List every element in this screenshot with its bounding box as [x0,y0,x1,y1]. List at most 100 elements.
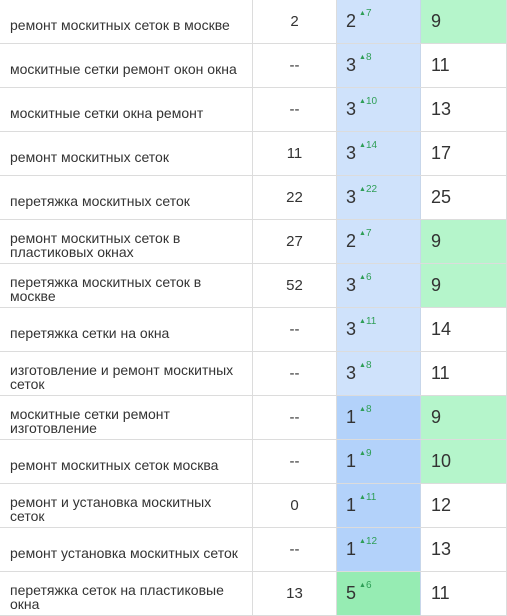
position-cell: 1 ▲11 [337,484,421,527]
previous-position-cell: 11 [421,352,507,395]
arrow-up-icon: ▲ [359,10,366,17]
position-cell: 3 ▲22 [337,176,421,219]
keyword-cell: ремонт и установка москитных сеток [0,484,253,527]
frequency-cell: 11 [253,132,337,175]
keyword-cell: перетяжка сетки на окна [0,308,253,351]
arrow-up-icon: ▲ [359,98,366,105]
position-change-value: 10 [365,96,378,107]
arrow-up-icon: ▲ [359,142,366,149]
position-change-value: 6 [365,580,372,591]
position-change: ▲7 [359,8,372,19]
keyword-cell: москитные сетки окна ремонт [0,88,253,131]
position-cell: 1 ▲9 [337,440,421,483]
position-change-value: 6 [365,272,372,283]
position-cell: 3 ▲6 [337,264,421,307]
position-value: 2 [346,231,357,251]
frequency-cell: -- [253,396,337,439]
position-change: ▲8 [359,52,372,63]
keyword-cell: ремонт москитных сеток москва [0,440,253,483]
table-row[interactable]: москитные сетки окна ремонт -- 3 ▲10 13 [0,88,507,132]
position-change: ▲9 [359,448,372,459]
previous-position-cell: 13 [421,528,507,571]
table-row[interactable]: перетяжка москитных сеток 22 3 ▲22 25 [0,176,507,220]
position-change-value: 14 [365,140,378,151]
keyword-cell: ремонт москитных сеток в пластиковых окн… [0,220,253,263]
table-row[interactable]: перетяжка сеток на пластиковые окна 13 5… [0,572,507,616]
position-value: 3 [346,99,357,119]
keyword-cell: ремонт установка москитных сеток [0,528,253,571]
table-row[interactable]: изготовление и ремонт москитных сеток --… [0,352,507,396]
position-value: 3 [346,55,357,75]
table-row[interactable]: москитные сетки ремонт изготовление -- 1… [0,396,507,440]
position-value: 1 [346,407,357,427]
frequency-cell: -- [253,88,337,131]
frequency-cell: 2 [253,0,337,43]
position-value: 3 [346,363,357,383]
position-change: ▲8 [359,404,372,415]
table-row[interactable]: ремонт москитных сеток в москве 2 2 ▲7 9 [0,0,507,44]
frequency-cell: -- [253,440,337,483]
previous-position-cell: 11 [421,572,507,615]
position-change-value: 8 [365,360,372,371]
position-cell: 3 ▲8 [337,352,421,395]
table-row[interactable]: ремонт москитных сеток в пластиковых окн… [0,220,507,264]
arrow-up-icon: ▲ [359,230,366,237]
position-cell: 1 ▲12 [337,528,421,571]
keyword-cell: перетяжка москитных сеток в москве [0,264,253,307]
arrow-up-icon: ▲ [359,186,366,193]
table-row[interactable]: ремонт и установка москитных сеток 0 1 ▲… [0,484,507,528]
arrow-up-icon: ▲ [359,450,366,457]
arrow-up-icon: ▲ [359,406,366,413]
position-value: 3 [346,187,357,207]
position-value: 3 [346,143,357,163]
frequency-cell: -- [253,44,337,87]
previous-position-cell: 14 [421,308,507,351]
keyword-cell: москитные сетки ремонт изготовление [0,396,253,439]
position-value: 1 [346,495,357,515]
frequency-cell: -- [253,352,337,395]
table-row[interactable]: перетяжка сетки на окна -- 3 ▲11 14 [0,308,507,352]
frequency-cell: -- [253,528,337,571]
table-row[interactable]: москитные сетки ремонт окон окна -- 3 ▲8… [0,44,507,88]
position-change-value: 22 [365,184,378,195]
frequency-cell: -- [253,308,337,351]
frequency-cell: 13 [253,572,337,615]
position-change-value: 7 [365,8,372,19]
position-cell: 2 ▲7 [337,220,421,263]
keyword-cell: ремонт москитных сеток [0,132,253,175]
arrow-up-icon: ▲ [359,54,366,61]
position-change-value: 8 [365,404,372,415]
previous-position-cell: 9 [421,220,507,263]
position-change: ▲8 [359,360,372,371]
arrow-up-icon: ▲ [359,582,366,589]
arrow-up-icon: ▲ [359,362,366,369]
table-row[interactable]: ремонт москитных сеток москва -- 1 ▲9 10 [0,440,507,484]
position-change: ▲10 [359,96,377,107]
keyword-cell: перетяжка москитных сеток [0,176,253,219]
position-change-value: 12 [365,536,378,547]
arrow-up-icon: ▲ [359,538,366,545]
table-row[interactable]: ремонт москитных сеток 11 3 ▲14 17 [0,132,507,176]
position-change-value: 9 [365,448,372,459]
previous-position-cell: 9 [421,264,507,307]
previous-position-cell: 25 [421,176,507,219]
position-change-value: 11 [365,316,377,327]
position-cell: 3 ▲10 [337,88,421,131]
position-change: ▲12 [359,536,377,547]
previous-position-cell: 12 [421,484,507,527]
position-change: ▲11 [359,492,376,503]
table-row[interactable]: перетяжка москитных сеток в москве 52 3 … [0,264,507,308]
position-change-value: 8 [365,52,372,63]
position-change: ▲6 [359,272,372,283]
previous-position-cell: 13 [421,88,507,131]
position-change: ▲22 [359,184,377,195]
position-value: 1 [346,539,357,559]
frequency-cell: 52 [253,264,337,307]
frequency-cell: 27 [253,220,337,263]
position-cell: 1 ▲8 [337,396,421,439]
position-change: ▲14 [359,140,377,151]
table-row[interactable]: ремонт установка москитных сеток -- 1 ▲1… [0,528,507,572]
previous-position-cell: 10 [421,440,507,483]
arrow-up-icon: ▲ [359,494,366,501]
